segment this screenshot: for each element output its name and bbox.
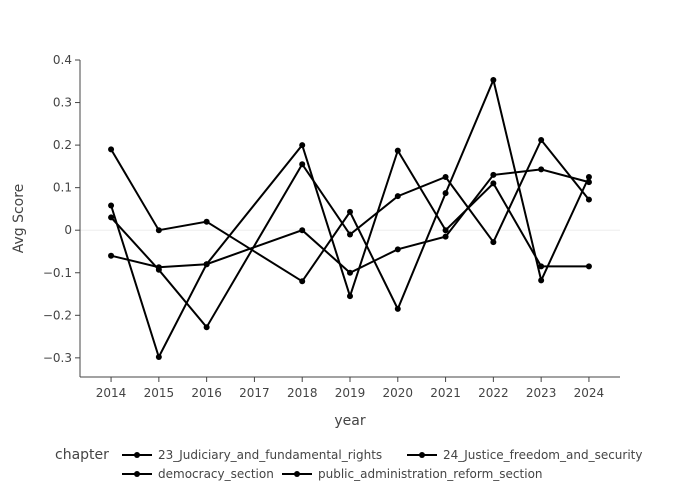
data-point bbox=[108, 202, 115, 209]
legend-item: 24_Justice_freedom_and_security bbox=[407, 448, 642, 462]
data-point bbox=[394, 305, 401, 312]
data-point bbox=[490, 171, 497, 178]
y-axis-title: Avg Score bbox=[11, 184, 27, 254]
data-point bbox=[347, 269, 353, 276]
x-tick-label: 2018 bbox=[287, 386, 318, 400]
data-point bbox=[538, 263, 545, 270]
y-tick-label: −0.3 bbox=[43, 351, 72, 365]
data-point bbox=[299, 227, 306, 234]
data-point bbox=[538, 277, 545, 284]
data-point bbox=[108, 146, 115, 153]
x-axis: 2014 2015 2016 2017 2018 2019 2020 2021 2022 2023… bbox=[80, 376, 620, 400]
data-point bbox=[442, 174, 449, 181]
legend-swatch-marker bbox=[134, 452, 140, 458]
data-point bbox=[299, 142, 306, 149]
data-point bbox=[299, 161, 306, 168]
legend-title: chapter bbox=[55, 447, 109, 463]
series-line bbox=[110, 168, 590, 274]
data-point bbox=[585, 179, 592, 186]
x-tick-label: 2020 bbox=[383, 386, 414, 400]
data-point bbox=[442, 233, 449, 240]
data-point bbox=[155, 227, 162, 234]
data-point bbox=[203, 218, 210, 225]
y-tick-label: −0.2 bbox=[43, 308, 72, 322]
data-point bbox=[299, 278, 306, 285]
data-point bbox=[585, 196, 592, 203]
data-point bbox=[490, 180, 497, 187]
legend-swatch-marker bbox=[134, 471, 140, 477]
series-2 bbox=[108, 142, 592, 361]
x-tick-label: 2017 bbox=[239, 386, 270, 400]
y-tick-label: 0.3 bbox=[53, 96, 72, 110]
series-line bbox=[110, 138, 590, 329]
data-point bbox=[108, 252, 115, 259]
x-tick-label: 2021 bbox=[430, 386, 461, 400]
legend: chapter 23_Judiciary_and_fundamental_rig… bbox=[55, 447, 642, 481]
data-point bbox=[538, 166, 545, 173]
series-1 bbox=[108, 76, 592, 312]
data-point bbox=[203, 261, 210, 268]
x-tick-label: 2014 bbox=[96, 386, 127, 400]
data-point bbox=[108, 214, 115, 221]
data-point bbox=[394, 193, 401, 200]
legend-item: 23_Judiciary_and_fundamental_rights bbox=[122, 448, 382, 462]
data-point bbox=[442, 227, 449, 234]
data-point bbox=[347, 208, 353, 215]
y-axis: 0.4 0.3 0.2 0.1 0 −0.1 −0.2 −0.3 bbox=[43, 53, 81, 377]
x-tick-label: 2019 bbox=[335, 386, 366, 400]
data-point bbox=[394, 246, 401, 253]
legend-item: public_administration_reform_section bbox=[282, 467, 543, 481]
y-tick-label: 0.2 bbox=[53, 138, 72, 152]
data-point bbox=[490, 239, 497, 246]
data-point bbox=[347, 293, 353, 300]
data-point bbox=[203, 324, 210, 331]
series-3 bbox=[108, 166, 592, 276]
data-point bbox=[155, 354, 162, 361]
data-point bbox=[585, 263, 592, 270]
data-point bbox=[442, 190, 449, 197]
data-point bbox=[347, 231, 353, 238]
series-line bbox=[110, 143, 589, 360]
legend-swatch-marker bbox=[294, 471, 300, 477]
data-point bbox=[394, 147, 401, 154]
x-tick-label: 2016 bbox=[191, 386, 222, 400]
y-tick-label: 0.4 bbox=[53, 53, 72, 67]
data-point bbox=[155, 266, 162, 273]
x-tick-label: 2022 bbox=[478, 386, 509, 400]
data-point bbox=[538, 136, 545, 143]
x-tick-label: 2023 bbox=[526, 386, 557, 400]
legend-label: 23_Judiciary_and_fundamental_rights bbox=[158, 448, 382, 462]
legend-item: democracy_section bbox=[122, 467, 274, 481]
data-point bbox=[490, 76, 497, 83]
legend-label: 24_Justice_freedom_and_security bbox=[443, 448, 642, 462]
legend-swatch-marker bbox=[419, 452, 425, 458]
x-tick-label: 2015 bbox=[144, 386, 175, 400]
legend-label: public_administration_reform_section bbox=[318, 467, 543, 481]
data-point bbox=[585, 174, 592, 181]
series-layer bbox=[108, 76, 592, 361]
y-tick-label: 0 bbox=[64, 223, 72, 237]
legend-label: democracy_section bbox=[158, 467, 274, 481]
x-tick-label: 2024 bbox=[574, 386, 605, 400]
y-tick-label: −0.1 bbox=[43, 266, 72, 280]
x-axis-title: year bbox=[334, 413, 365, 429]
y-tick-label: 0.1 bbox=[53, 181, 72, 195]
series-4 bbox=[108, 136, 592, 331]
